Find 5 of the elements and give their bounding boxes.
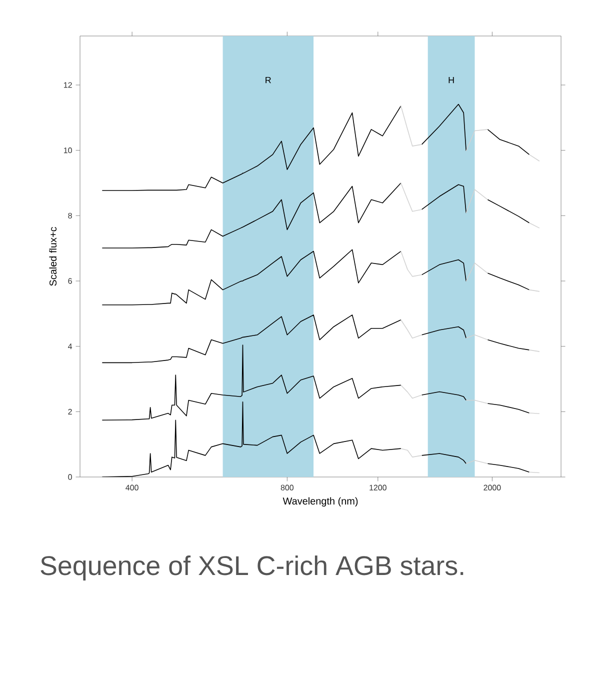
band-label: R bbox=[266, 77, 271, 84]
band-label: H bbox=[448, 77, 454, 84]
text: Sequence of XSL C-rich AGB stars. bbox=[40, 555, 464, 581]
x-axis-title: Wavelength (nm) bbox=[282, 497, 358, 507]
y-axis-title: Scaled flux+c bbox=[49, 227, 57, 286]
